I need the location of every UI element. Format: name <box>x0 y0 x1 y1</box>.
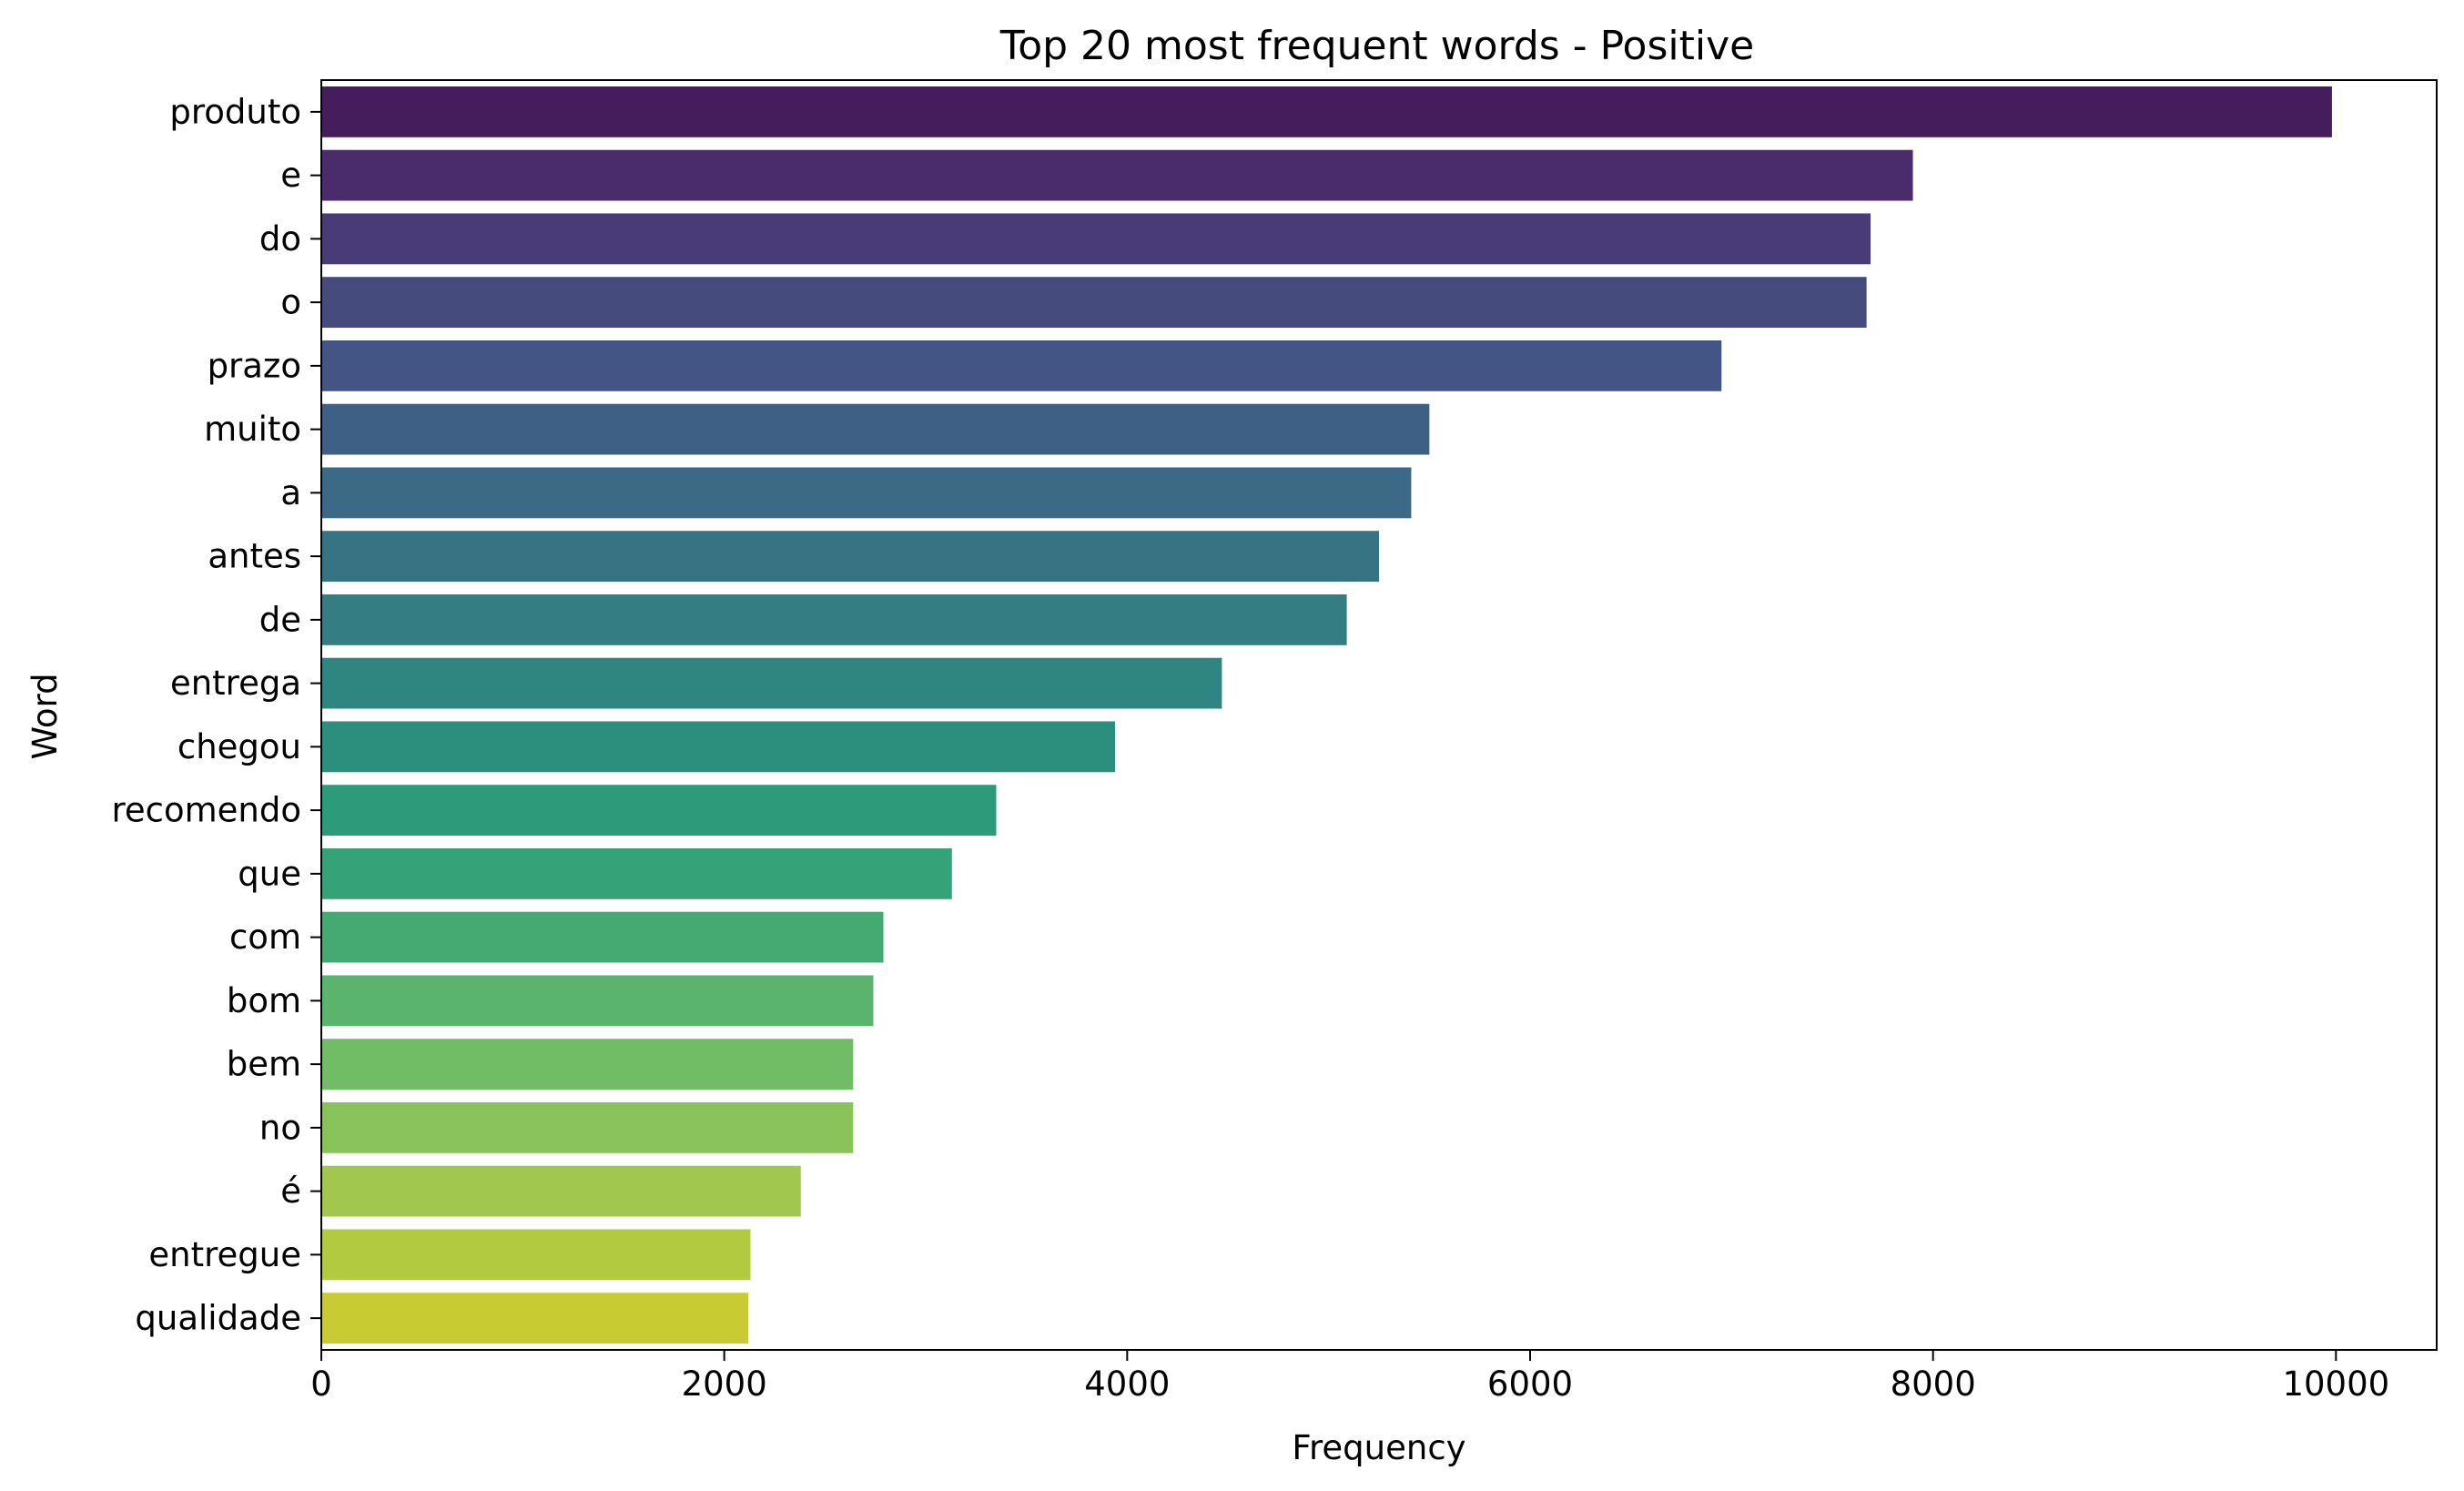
bar-5 <box>321 403 1430 455</box>
y-tick-label-7: antes <box>208 537 301 576</box>
bar-11 <box>321 785 997 837</box>
bar-1 <box>321 149 1913 201</box>
bar-8 <box>321 593 1347 645</box>
y-tick-label-17: é <box>280 1172 301 1211</box>
chart-title: Top 20 most frequent words - Positive <box>999 23 1754 69</box>
y-axis-title: Word <box>25 673 65 759</box>
bar-9 <box>321 657 1222 709</box>
bar-18 <box>321 1229 751 1281</box>
x-tick-label-4: 8000 <box>1891 1364 1976 1404</box>
bar-6 <box>321 467 1412 519</box>
y-tick-label-15: bem <box>227 1045 301 1084</box>
x-tick-label-3: 6000 <box>1487 1364 1573 1404</box>
bar-10 <box>321 721 1116 773</box>
bar-3 <box>321 277 1867 329</box>
y-tick-label-8: de <box>259 600 301 639</box>
y-tick-label-0: produto <box>169 92 301 131</box>
y-tick-label-3: o <box>280 283 301 322</box>
y-axis: produto e do o prazo muito a antes de entrega cheg… <box>111 92 321 1338</box>
y-tick-label-2: do <box>259 219 301 259</box>
bar-14 <box>321 975 874 1027</box>
bar-15 <box>321 1039 854 1090</box>
y-tick-label-10: chegou <box>177 727 301 766</box>
bars-group <box>321 86 2332 1344</box>
x-tick-label-5: 10000 <box>2282 1364 2389 1404</box>
y-tick-label-9: entrega <box>170 664 301 703</box>
x-tick-label-2: 4000 <box>1084 1364 1170 1404</box>
y-tick-label-4: prazo <box>208 346 301 385</box>
bar-16 <box>321 1101 854 1153</box>
y-tick-label-12: que <box>238 854 301 893</box>
y-tick-label-6: a <box>280 473 301 512</box>
y-tick-label-5: muito <box>204 410 301 449</box>
y-tick-label-14: bom <box>227 981 301 1020</box>
y-tick-label-1: e <box>280 156 301 195</box>
bar-13 <box>321 911 884 963</box>
plot-frame <box>320 79 2438 1351</box>
bar-0 <box>321 86 2332 137</box>
y-tick-label-19: qualidade <box>135 1299 301 1338</box>
x-axis-title: Frequency <box>1292 1428 1465 1467</box>
bar-4 <box>321 340 1722 391</box>
x-axis: 0 2000 4000 6000 8000 10000 <box>310 1350 2389 1404</box>
y-tick-label-11: recomendo <box>111 791 301 830</box>
bar-2 <box>321 213 1871 265</box>
bar-12 <box>321 847 952 899</box>
y-tick-label-18: entregue <box>148 1235 301 1274</box>
x-tick-label-0: 0 <box>310 1364 332 1404</box>
bar-17 <box>321 1165 801 1217</box>
bar-19 <box>321 1293 749 1344</box>
y-tick-label-13: com <box>229 918 301 957</box>
y-tick-label-16: no <box>259 1108 301 1147</box>
x-tick-label-1: 2000 <box>682 1364 767 1404</box>
bar-7 <box>321 531 1379 583</box>
